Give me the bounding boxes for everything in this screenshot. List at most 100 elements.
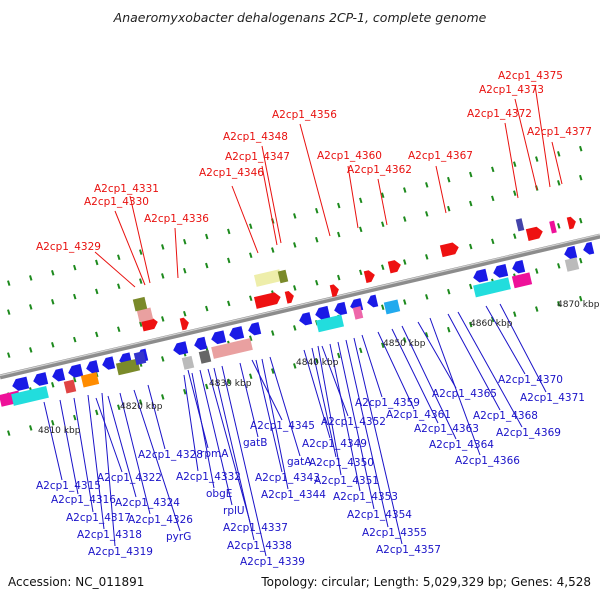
tick-mark [337,352,341,359]
tick-mark [491,195,495,202]
reverse-leader-line [417,321,457,389]
tick-mark [227,257,231,264]
gene-label: A2cp1_4362 [347,164,412,176]
tick-mark [51,419,55,426]
forward-gene-arrow [525,226,543,241]
tick-mark [249,223,253,230]
gene-label: A2cp1_4366 [455,455,520,467]
tick-mark [403,299,407,305]
reverse-gene-block [315,314,345,333]
reverse-gene-arrow [299,312,313,326]
tick-mark [557,263,561,269]
gene-label: A2cp1_4331 [94,183,159,195]
tick-mark [359,226,363,233]
reverse-gene-block [198,349,212,364]
gene-label: A2cp1_4368 [473,410,538,422]
forward-gene-block [277,269,289,284]
gene-label: A2cp1_4316 [51,494,116,506]
tick-mark [337,274,341,281]
reverse-gene-block [511,272,533,289]
forward-leader-line [261,145,282,244]
reverse-gene-arrow [248,322,262,336]
forward-gene-block [136,307,154,323]
tick-mark [73,414,77,421]
tick-mark [227,228,231,235]
tick-mark [95,331,99,338]
tick-mark [469,200,473,207]
reverse-gene-block [63,379,77,394]
reverse-leader-line [303,349,331,439]
tick-mark [51,381,55,388]
tick-mark [95,259,99,266]
reverse-leader-line [353,337,403,545]
tick-mark [73,264,77,271]
gene-label: A2cp1_4363 [414,423,479,435]
tick-mark [425,211,429,217]
gene-label: A2cp1_4346 [199,167,264,179]
tick-mark [381,304,385,311]
gene-label: obgE [206,488,232,500]
forward-gene-arrow [253,292,281,309]
tick-mark [337,231,341,238]
tick-mark [469,243,473,250]
reverse-leader-line [485,305,526,375]
forward-gene-arrow [566,216,576,230]
tick-mark [557,151,561,157]
reverse-gene-arrow [564,245,578,260]
tick-mark [403,187,407,193]
reverse-leader-line [321,345,349,417]
tick-mark [73,336,77,343]
tick-mark [205,383,209,390]
tick-mark [249,335,253,342]
tick-mark [117,326,121,333]
tick-mark [579,295,583,302]
tick-mark [29,347,33,353]
tick-mark [315,207,319,214]
forward-gene-block [132,296,148,312]
tick-mark [469,283,473,290]
tick-mark [513,190,517,196]
tick-mark [381,342,385,349]
tick-mark [161,394,165,400]
reverse-leader-line [337,341,375,510]
forward-gene-arrow [387,260,401,274]
reverse-leader-line [329,343,361,492]
reverse-leader-line [317,345,342,476]
tick-mark [469,171,473,178]
reverse-leader-line [255,359,283,473]
tick-mark [249,295,253,302]
tick-mark [293,242,297,248]
kbp-label: 4840 kbp [296,358,339,368]
gene-label: A2cp1_4317 [66,512,131,524]
reverse-leader-line [73,397,94,513]
gene-label: A2cp1_4352 [321,416,386,428]
kbp-label: 4870 kbp [557,300,600,310]
gene-label: A2cp1_4347 [225,151,290,163]
gene-label: A2cp1_4332 [176,471,241,483]
reverse-leader-line [191,372,215,489]
tick-mark [513,233,517,239]
reverse-leader-line [251,359,283,421]
tick-mark [491,238,495,245]
forward-gene-arrow [329,284,339,298]
forward-gene-block [549,220,557,234]
reverse-gene-labels: A2cp1_4315 A2cp1_4316 A2cp1_4317 A2cp1_4… [36,374,585,568]
gene-label: A2cp1_4360 [317,150,382,162]
kbp-scale-labels: 4810 kbp 4820 kbp 4830 kbp 4840 kbp 4850… [38,300,600,436]
tick-mark [447,288,451,295]
gene-label: rplU [223,505,245,517]
reverse-leader-line [101,392,116,547]
reverse-leader-line [377,331,415,410]
tick-mark [579,145,583,152]
reverse-gene-arrow [33,372,49,386]
reverse-leader-line [447,313,501,411]
kbp-label: 4850 kbp [383,339,426,349]
forward-gene-block [253,269,283,287]
forward-leader-line [435,165,447,214]
reverse-leader-line [107,395,137,498]
gene-label: A2cp1_4343 [255,472,320,484]
reverse-leader-line [207,368,251,523]
reverse-gene-arrow [315,305,331,320]
reverse-gene-block [11,385,49,406]
reverse-gene-block [115,358,141,376]
